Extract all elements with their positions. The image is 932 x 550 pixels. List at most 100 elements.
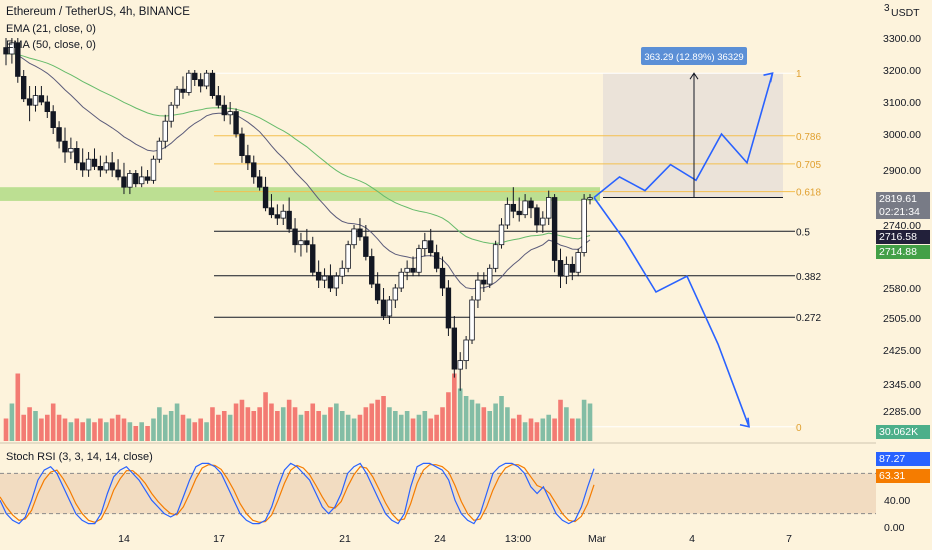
volume-bar xyxy=(546,414,552,441)
volume-bar xyxy=(487,411,493,441)
ema50-line xyxy=(5,53,591,244)
stoch-k-tag: 87.27 xyxy=(876,452,930,466)
volume-bar xyxy=(351,418,357,441)
measure-label-box xyxy=(641,47,747,65)
candle-body xyxy=(528,200,534,209)
volume-bar xyxy=(328,407,333,441)
candle-body xyxy=(563,263,570,277)
candle xyxy=(498,218,505,249)
candle xyxy=(369,248,375,288)
volume-bar xyxy=(587,403,593,441)
candle xyxy=(150,155,157,184)
volume-bar xyxy=(127,422,133,441)
candle-body xyxy=(569,263,576,273)
volume-bar xyxy=(280,407,286,441)
volume-bar xyxy=(528,418,534,441)
candle xyxy=(192,70,198,86)
candle-body xyxy=(50,111,56,128)
candle xyxy=(186,70,192,96)
candle-body xyxy=(221,104,227,116)
candle xyxy=(587,194,593,205)
candle-body xyxy=(345,244,351,269)
candle xyxy=(380,288,387,320)
volume-bar xyxy=(33,411,38,441)
time-axis: 14 17 21 24 13:00 Mar 4 7 xyxy=(118,533,792,545)
candle-body xyxy=(121,176,127,188)
candle xyxy=(481,272,487,292)
ema21-tag: 2716.58 xyxy=(876,230,930,244)
candle-body xyxy=(209,72,216,96)
candle-body xyxy=(540,217,546,226)
candle-body xyxy=(115,169,121,178)
price-tick-label: 3000.00 xyxy=(883,129,921,141)
volume-bar xyxy=(416,414,422,441)
volume-bar xyxy=(245,407,251,441)
candle-body xyxy=(475,279,481,301)
candle-body xyxy=(144,176,151,181)
candle-body xyxy=(15,42,21,77)
fib-label: 0.618 xyxy=(796,188,821,199)
volume-bars xyxy=(3,373,593,441)
volume-bar xyxy=(440,407,445,441)
volume-bar xyxy=(446,392,451,441)
candle-body xyxy=(504,203,511,226)
fib-label: 0 xyxy=(796,423,802,434)
candle-body xyxy=(26,98,33,106)
candle-body xyxy=(91,158,98,167)
candle-body xyxy=(369,256,375,285)
volume-bar xyxy=(9,403,15,441)
candle-body xyxy=(186,72,192,93)
candle xyxy=(239,127,245,163)
volume-bar xyxy=(210,407,215,441)
currency-badge: 3 xyxy=(884,3,890,14)
time-tick-label: 17 xyxy=(213,533,225,545)
candle xyxy=(363,225,369,261)
volume-bar xyxy=(251,411,257,441)
candle xyxy=(528,197,534,219)
candle-body xyxy=(575,252,581,273)
volume-bar xyxy=(357,414,363,441)
volume-bar xyxy=(162,414,168,441)
candle xyxy=(439,256,446,296)
candle-body xyxy=(56,127,62,142)
candle xyxy=(321,268,328,288)
candle xyxy=(168,102,174,128)
candle-body xyxy=(315,271,322,281)
candle xyxy=(233,108,239,138)
candle xyxy=(487,264,493,288)
candle xyxy=(15,38,21,83)
candle xyxy=(428,228,434,257)
price-tick-label: 2345.00 xyxy=(883,379,921,391)
candle-body xyxy=(292,228,298,246)
volume-bar xyxy=(86,418,91,441)
candle xyxy=(109,152,115,177)
candle xyxy=(138,166,145,188)
candle-body xyxy=(150,158,157,181)
candle-body xyxy=(380,299,387,317)
candle-body xyxy=(127,173,133,188)
ema50-legend: EMA (50, close, 0) xyxy=(6,39,96,51)
candle-body xyxy=(245,155,251,164)
candle xyxy=(44,95,50,118)
volume-bar xyxy=(434,414,439,441)
price-tick-label: 2740.00 xyxy=(883,220,921,232)
volume-bar xyxy=(475,403,481,441)
candle xyxy=(133,170,139,188)
volume-bar xyxy=(221,411,227,441)
candle-body xyxy=(339,267,345,277)
candle-body xyxy=(333,275,340,289)
candle xyxy=(256,170,263,191)
symbol-title: Ethereum / TetherUS, 4h, BINANCE xyxy=(6,6,190,18)
candle-body xyxy=(445,287,452,329)
candle-body xyxy=(327,275,334,289)
time-tick-label: 13:00 xyxy=(505,533,531,545)
volume-bar xyxy=(275,411,280,441)
candle xyxy=(463,336,469,370)
time-tick-label: 14 xyxy=(118,533,130,545)
stoch-tick-label: 0.00 xyxy=(884,522,905,534)
candle xyxy=(103,155,109,174)
candle-body xyxy=(551,197,558,261)
volume-bar xyxy=(292,407,298,441)
fib-label: 0.272 xyxy=(796,313,821,324)
candle xyxy=(315,260,322,288)
